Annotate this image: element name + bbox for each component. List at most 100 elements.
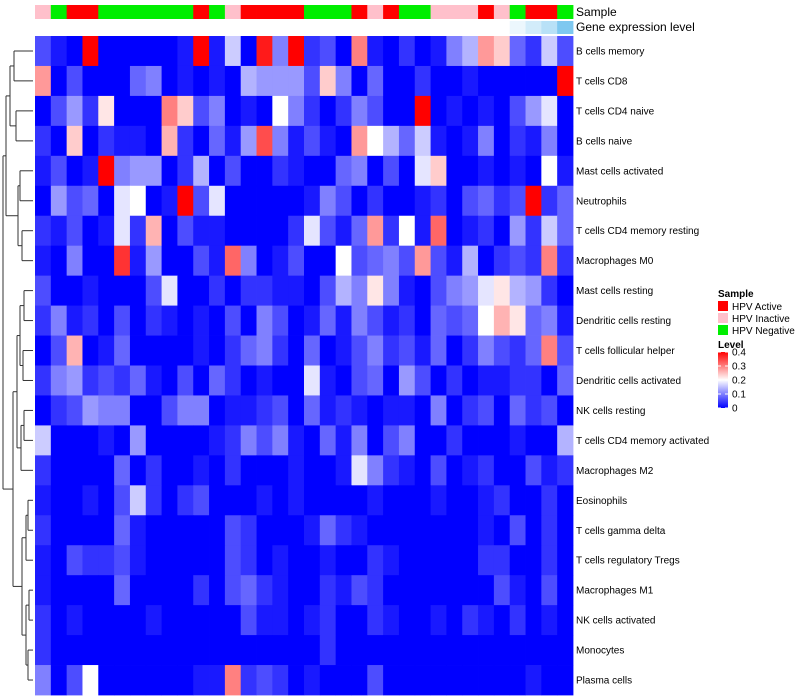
heatmap-cell	[383, 575, 400, 606]
heatmap-cell	[446, 305, 463, 336]
heatmap-cell	[509, 485, 526, 516]
heatmap-cell	[557, 635, 574, 666]
heatmap-cell	[430, 155, 447, 187]
heatmap-cell	[98, 305, 115, 336]
heatmap-cell	[82, 395, 99, 426]
heatmap-cell	[224, 95, 242, 127]
heatmap-cell	[462, 635, 479, 666]
heatmap-cell	[319, 575, 337, 606]
heatmap-cell	[541, 215, 558, 247]
heatmap-cell	[98, 605, 115, 636]
heatmap-cell	[398, 665, 416, 696]
heatmap-cell	[50, 215, 68, 247]
heatmap-cell	[430, 515, 447, 546]
heatmap-cell	[335, 665, 352, 696]
heatmap-cell	[367, 485, 384, 516]
heatmap-cell	[82, 575, 99, 606]
heatmap-cell	[145, 305, 162, 336]
heatmap-cell	[398, 335, 416, 366]
heatmap-cell	[114, 605, 131, 636]
heatmap-cell	[557, 305, 574, 336]
heatmap-cell	[272, 545, 289, 576]
heatmap-cell	[462, 395, 479, 426]
sample-annotation-cell	[145, 5, 162, 19]
heatmap-cell	[430, 605, 447, 636]
sample-annotation-cell	[414, 5, 431, 19]
heatmap-cell	[272, 425, 289, 456]
heatmap-cell	[525, 485, 542, 516]
heatmap-cell	[414, 545, 431, 576]
heatmap-cell	[161, 605, 178, 636]
heatmap-cell	[50, 395, 68, 426]
sample-annotation-cell	[129, 5, 147, 19]
level-tick-label: 0.3	[732, 362, 746, 373]
heatmap-cell	[145, 245, 162, 277]
heatmap-cell	[367, 575, 384, 606]
heatmap-cell	[209, 455, 226, 486]
heatmap-cell	[509, 125, 526, 157]
heatmap-cell	[478, 605, 495, 636]
heatmap-cell	[304, 155, 321, 187]
heatmap-cell	[35, 155, 52, 187]
heatmap-cell	[288, 545, 305, 576]
heatmap-cell	[82, 485, 99, 516]
heatmap-cell	[493, 365, 511, 396]
heatmap-cell	[256, 275, 273, 306]
heatmap-cell	[256, 635, 273, 666]
heatmap-cell	[414, 575, 431, 606]
heatmap-cell	[82, 335, 99, 366]
heatmap-cell	[240, 305, 257, 336]
heatmap-cell	[145, 65, 162, 97]
heatmap-cell	[541, 635, 558, 666]
heatmap-cell	[493, 65, 511, 97]
heatmap-cell	[288, 95, 305, 127]
heatmap-cell	[50, 425, 68, 456]
gene-expression-annotation-cell	[161, 21, 178, 34]
heatmap-cell	[82, 125, 99, 157]
gene-expression-annotation-cell	[478, 21, 495, 34]
heatmap-cell	[161, 275, 178, 306]
heatmap-cell	[430, 425, 447, 456]
heatmap-cell	[50, 485, 68, 516]
heatmap-cell	[145, 635, 162, 666]
heatmap-cell	[98, 395, 115, 426]
heatmap-cell	[319, 185, 337, 217]
heatmap-cell	[224, 305, 242, 336]
heatmap-cell	[398, 365, 416, 396]
heatmap-cell	[430, 575, 447, 606]
sample-annotation-cell	[98, 5, 115, 19]
heatmap-cell	[304, 245, 321, 277]
heatmap-cell	[319, 395, 337, 426]
heatmap-cell	[288, 455, 305, 486]
heatmap-cell	[319, 455, 337, 486]
heatmap-cell	[66, 185, 83, 217]
heatmap-cell	[398, 65, 416, 97]
heatmap-cell	[224, 36, 242, 67]
heatmap-cell	[383, 365, 400, 396]
heatmap-cell	[82, 665, 99, 696]
heatmap-cell	[430, 125, 447, 157]
heatmap-cell	[209, 305, 226, 336]
heatmap-cell	[66, 245, 83, 277]
heatmap-cell	[367, 65, 384, 97]
heatmap-cell	[446, 65, 463, 97]
level-tick-label: 0.2	[732, 376, 746, 387]
sample-annotation-cell	[161, 5, 178, 19]
heatmap-cell	[414, 36, 431, 67]
heatmap-cell	[398, 275, 416, 306]
heatmap-cell	[161, 335, 178, 366]
heatmap-cell	[367, 36, 384, 67]
heatmap-cell	[351, 36, 368, 67]
heatmap-cell	[82, 425, 99, 456]
heatmap-cell	[398, 425, 416, 456]
heatmap-cell	[525, 335, 542, 366]
heatmap-cell	[304, 665, 321, 696]
heatmap-cell	[50, 515, 68, 546]
heatmap-cell	[256, 665, 273, 696]
heatmap-cell	[525, 275, 542, 306]
heatmap-cell	[50, 605, 68, 636]
heatmap-cell	[35, 665, 52, 696]
heatmap-cell	[383, 335, 400, 366]
heatmap-cell	[161, 485, 178, 516]
heatmap-cell	[193, 635, 210, 666]
